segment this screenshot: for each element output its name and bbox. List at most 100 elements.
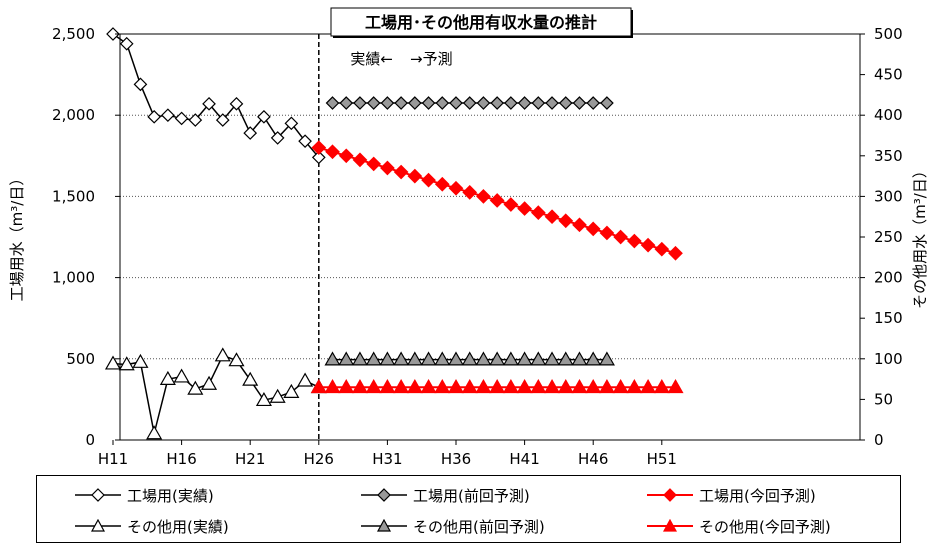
legend-item-industrial-current: 工場用(今回予測) xyxy=(645,484,816,506)
data-point xyxy=(557,351,574,366)
data-point xyxy=(461,379,478,394)
data-point xyxy=(613,229,628,245)
legend-label: その他用(前回予測) xyxy=(413,517,545,536)
data-point xyxy=(352,152,368,168)
series-line xyxy=(112,33,320,158)
data-point xyxy=(187,380,204,395)
data-point xyxy=(530,379,547,394)
y-left-tick-label: 1,000 xyxy=(52,269,95,287)
legend-item-industrial-previous: 工場用(前回予測) xyxy=(359,484,530,506)
data-point xyxy=(447,379,465,394)
data-point xyxy=(434,351,451,366)
data-point xyxy=(544,379,561,394)
data-point xyxy=(434,379,451,394)
data-point xyxy=(503,197,519,212)
data-point xyxy=(311,140,327,156)
legend-item-industrial-actual: 工場用(実績) xyxy=(73,484,214,506)
legend-swatch-icon xyxy=(647,519,693,532)
data-point xyxy=(626,379,643,394)
data-point xyxy=(324,379,341,394)
data-point xyxy=(174,111,189,126)
y-right-tick-label: 250 xyxy=(874,228,903,246)
data-point xyxy=(585,351,602,366)
chart-title-box: 工場用･その他用有収水量の推計 xyxy=(330,7,633,38)
data-point xyxy=(599,225,615,241)
legend-swatch-icon xyxy=(361,488,407,502)
data-point xyxy=(311,150,326,165)
data-point xyxy=(462,96,477,110)
legend-item-other-actual: その他用(実績) xyxy=(73,515,229,537)
grid-layer xyxy=(120,114,860,360)
data-point xyxy=(351,351,368,366)
data-point xyxy=(406,351,423,366)
data-point xyxy=(612,379,629,394)
legend-swatch-icon xyxy=(647,488,693,502)
y-right-tick-label: 400 xyxy=(874,106,903,124)
data-point xyxy=(338,379,355,394)
data-point xyxy=(353,96,367,110)
data-point xyxy=(490,96,505,110)
divider-label-forecast: →予測 xyxy=(410,50,453,68)
data-point xyxy=(104,355,122,370)
legend-item-other-previous: その他用(前回予測) xyxy=(359,515,545,537)
data-point xyxy=(476,189,491,204)
data-point xyxy=(393,379,410,394)
y-right-tick-label: 200 xyxy=(874,269,903,287)
y-right-tick-label: 0 xyxy=(874,431,884,449)
data-point xyxy=(544,351,561,366)
data-point xyxy=(640,379,657,394)
y-axis-right-label: その他用水（m³/日） xyxy=(911,163,929,309)
data-point xyxy=(545,96,559,110)
x-tick-label: H31 xyxy=(372,450,402,468)
data-point xyxy=(159,370,176,385)
data-point xyxy=(338,148,354,164)
data-point xyxy=(572,96,587,110)
y-left-tick-label: 1,500 xyxy=(52,187,95,205)
data-point xyxy=(654,241,670,257)
data-point xyxy=(379,351,396,366)
data-point xyxy=(310,379,327,394)
divider-label-actual: 実績← xyxy=(350,50,393,68)
data-point xyxy=(214,347,231,362)
series-4 xyxy=(324,351,615,366)
y-left-tick-label: 2,500 xyxy=(52,25,95,43)
data-point xyxy=(585,221,601,237)
data-point xyxy=(668,245,683,261)
data-point xyxy=(558,96,573,110)
data-point xyxy=(517,201,532,216)
x-tick-label: H41 xyxy=(509,450,539,468)
data-point xyxy=(530,351,547,366)
series-0 xyxy=(106,27,326,165)
y-left-tick-label: 500 xyxy=(66,350,95,368)
data-point xyxy=(255,392,272,407)
data-point xyxy=(421,172,436,188)
series-layer xyxy=(104,27,684,440)
y-right-tick-label: 300 xyxy=(874,187,903,205)
data-point xyxy=(598,351,615,366)
data-point xyxy=(393,351,410,366)
data-point xyxy=(132,353,149,368)
data-point xyxy=(188,113,203,127)
x-tick-label: H11 xyxy=(98,450,128,468)
data-point xyxy=(119,36,134,51)
data-point xyxy=(435,96,450,110)
data-point xyxy=(516,351,533,366)
legend-label: 工場用(今回予測) xyxy=(699,486,816,505)
data-point xyxy=(571,379,588,394)
data-point xyxy=(627,233,642,249)
data-point xyxy=(586,96,601,110)
data-point xyxy=(653,379,670,394)
y-left-tick-label: 0 xyxy=(85,431,95,449)
data-point xyxy=(393,164,409,180)
legend-label: 工場用(前回予測) xyxy=(413,486,530,505)
x-tick-label: H36 xyxy=(441,450,471,468)
data-point xyxy=(667,379,684,394)
data-point xyxy=(571,351,588,366)
data-point xyxy=(557,379,574,394)
data-point xyxy=(161,108,175,123)
data-point xyxy=(284,116,299,131)
data-point xyxy=(407,96,422,110)
data-point xyxy=(269,388,286,403)
data-point xyxy=(448,180,464,196)
data-point xyxy=(406,379,423,394)
